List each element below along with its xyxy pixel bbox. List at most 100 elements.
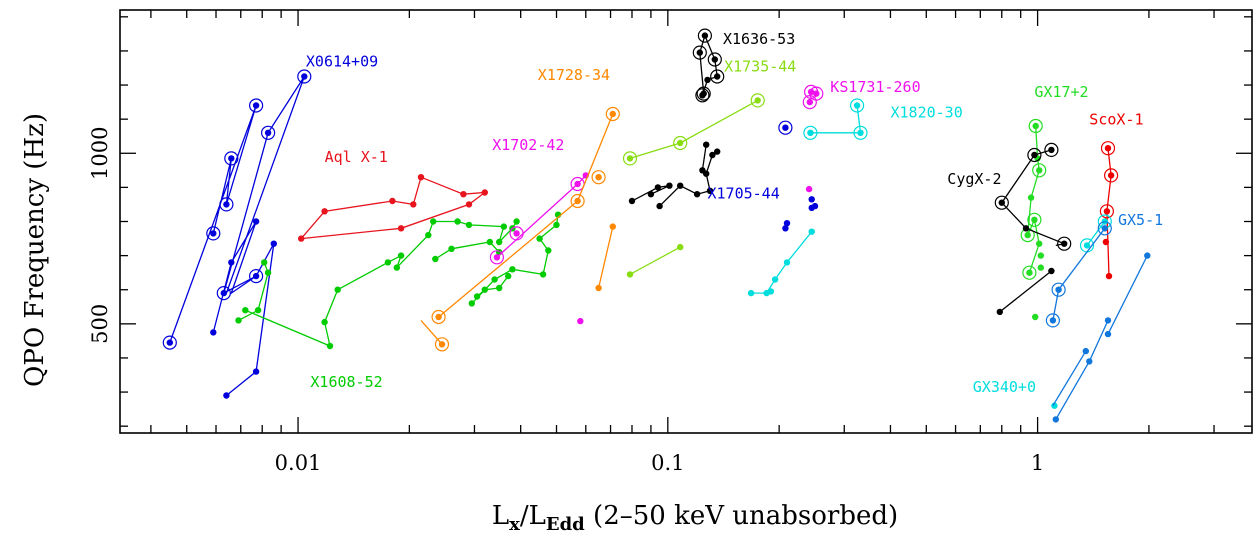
series-line-14-2 bbox=[1052, 350, 1087, 407]
series-line-6-1 bbox=[631, 185, 670, 202]
x-axis-title-sub2: Edd bbox=[546, 514, 585, 535]
x-tick-label: 0.1 bbox=[651, 451, 684, 475]
data-point-ring bbox=[591, 170, 606, 185]
data-point bbox=[709, 151, 716, 159]
series-label: GX17+2 bbox=[1034, 83, 1088, 101]
data-point bbox=[454, 218, 461, 225]
data-point bbox=[264, 269, 272, 276]
data-point bbox=[1026, 269, 1033, 276]
data-point bbox=[430, 218, 437, 225]
data-point bbox=[677, 182, 684, 189]
series-label: X0614+09 bbox=[306, 52, 378, 70]
x-axis-title-sub1: x bbox=[509, 514, 520, 535]
x-axis-title-rest: (2–50 keV unabsorbed) bbox=[585, 501, 898, 531]
data-point bbox=[1107, 172, 1115, 179]
data-point-ring bbox=[489, 250, 504, 265]
data-point bbox=[465, 221, 473, 229]
data-point bbox=[448, 245, 455, 252]
series-line-4-2 bbox=[597, 226, 614, 289]
series-label: CygX-2 bbox=[947, 170, 1001, 188]
series-line-2-4 bbox=[476, 275, 509, 297]
y-tick-label: 500 bbox=[88, 304, 112, 344]
data-point bbox=[298, 235, 305, 242]
data-point bbox=[1144, 252, 1151, 259]
data-point bbox=[654, 184, 662, 191]
data-point bbox=[806, 98, 813, 106]
data-point bbox=[301, 73, 308, 80]
data-point bbox=[473, 293, 481, 300]
data-point-ring bbox=[1027, 147, 1042, 163]
data-point bbox=[699, 167, 706, 174]
data-point bbox=[1037, 252, 1045, 259]
data-point-ring bbox=[849, 98, 865, 113]
series-label: GX340+0 bbox=[973, 378, 1036, 396]
data-point bbox=[486, 238, 493, 246]
data-point bbox=[857, 129, 864, 136]
data-point-ring bbox=[1044, 142, 1059, 157]
data-point bbox=[410, 201, 417, 208]
data-point bbox=[574, 197, 581, 205]
data-point bbox=[491, 276, 498, 283]
data-point bbox=[1102, 238, 1110, 246]
data-point bbox=[438, 341, 446, 348]
series-line-5-0 bbox=[629, 99, 759, 160]
data-point bbox=[628, 197, 636, 205]
data-point bbox=[747, 289, 755, 297]
data-point bbox=[626, 155, 634, 162]
data-point-ring bbox=[853, 125, 868, 140]
series-line-2-1 bbox=[245, 220, 518, 348]
series-line-5-1 bbox=[629, 246, 681, 275]
x-axis-title-mid: /L bbox=[520, 501, 546, 531]
data-point-ring bbox=[710, 69, 725, 84]
series-label: X1728-34 bbox=[538, 66, 610, 84]
series-label: X1702-42 bbox=[492, 136, 564, 154]
series-label: GX5-1 bbox=[1118, 211, 1163, 229]
axes: 0.01 0.1 1 500 1000 bbox=[88, 9, 1253, 475]
series-line-4-1 bbox=[420, 319, 443, 345]
data-point bbox=[811, 202, 819, 210]
data-point bbox=[1032, 122, 1039, 130]
data-point bbox=[220, 289, 227, 297]
data-point bbox=[432, 255, 439, 263]
data-point-ring bbox=[1032, 163, 1047, 178]
data-point bbox=[808, 228, 815, 235]
data-point bbox=[711, 56, 718, 63]
data-point bbox=[545, 247, 552, 254]
data-point bbox=[397, 252, 405, 259]
data-point bbox=[223, 392, 230, 399]
data-point bbox=[1103, 208, 1111, 215]
series-label: X1820-30 bbox=[891, 104, 963, 122]
data-point bbox=[853, 102, 861, 109]
data-point-ring bbox=[809, 86, 824, 101]
series-line-2-2 bbox=[434, 241, 500, 260]
data-point-ring bbox=[622, 151, 638, 166]
data-point bbox=[493, 254, 501, 261]
data-point bbox=[1036, 240, 1043, 247]
data-point bbox=[235, 317, 242, 324]
data-point bbox=[500, 223, 507, 230]
data-point bbox=[696, 49, 703, 56]
data-point bbox=[782, 225, 789, 232]
plot-frame bbox=[119, 9, 1253, 434]
data-point-ring bbox=[224, 151, 239, 166]
data-point bbox=[397, 225, 405, 232]
data-point bbox=[393, 264, 400, 271]
data-point bbox=[166, 339, 173, 346]
y-tick-label: 1000 bbox=[88, 127, 112, 180]
data-point bbox=[505, 272, 512, 280]
data-point-ring bbox=[249, 98, 264, 113]
data-point bbox=[435, 313, 442, 321]
series-line-0-1 bbox=[223, 76, 305, 294]
data-point bbox=[1027, 194, 1035, 201]
data-point bbox=[326, 342, 334, 350]
data-point bbox=[1104, 330, 1112, 338]
data-point bbox=[417, 174, 425, 181]
data-point bbox=[210, 329, 217, 336]
data-point bbox=[609, 110, 616, 118]
data-point bbox=[666, 182, 673, 189]
data-point-ring bbox=[803, 125, 818, 140]
data-point-ring bbox=[162, 335, 177, 350]
data-point-ring bbox=[1028, 118, 1043, 134]
data-point-ring bbox=[1100, 141, 1116, 156]
